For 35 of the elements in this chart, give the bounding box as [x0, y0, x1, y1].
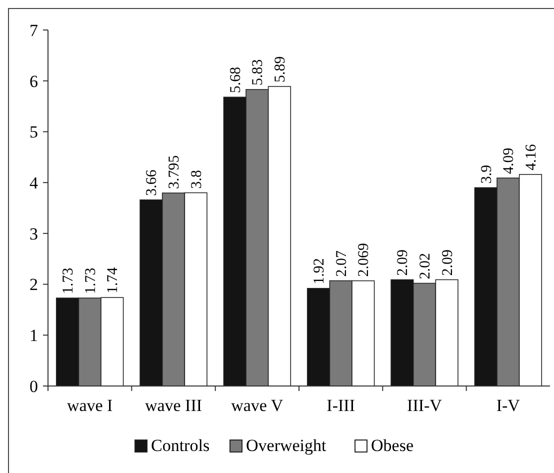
data-label: 2.07: [334, 250, 350, 277]
y-tick-label: 6: [30, 72, 38, 91]
legend-label: Controls: [151, 436, 210, 455]
data-label: 1.74: [105, 266, 122, 294]
data-label: 5.89: [272, 56, 288, 82]
data-label: 1.73: [82, 268, 99, 294]
data-label: 3.8: [188, 170, 205, 189]
data-label: 1.73: [60, 268, 77, 294]
x-tick-label: I-V: [496, 396, 521, 415]
data-label: 3.66: [144, 169, 160, 196]
data-label: 5.83: [250, 59, 266, 86]
y-tick-label: 2: [30, 275, 38, 294]
x-tick-label: wave V: [231, 396, 284, 415]
data-label: 4.09: [501, 148, 518, 174]
x-tick-label: wave I: [66, 396, 114, 415]
data-label: 3.9: [478, 164, 495, 184]
data-label: 2.09: [440, 249, 456, 276]
y-tick-label: 5: [30, 122, 38, 142]
legend-label: Overweight: [246, 436, 327, 455]
data-label: 5.68: [228, 66, 244, 94]
x-tick-label: wave III: [144, 396, 202, 415]
y-tick-label: 4: [30, 174, 38, 193]
y-tick-label: 0: [30, 376, 38, 396]
data-label: 3.795: [166, 155, 182, 189]
y-tick-label: 7: [30, 20, 38, 40]
x-tick-label: III-V: [407, 396, 443, 415]
data-label: 2.02: [418, 253, 434, 280]
data-label: 4.16: [523, 144, 540, 170]
data-label: 1.92: [312, 258, 328, 284]
data-label: 2.069: [356, 243, 372, 277]
y-tick-label: 1: [30, 326, 38, 346]
y-tick-label: 3: [30, 224, 38, 244]
data-label: 2.09: [395, 249, 412, 276]
legend-label: Obese: [371, 436, 414, 455]
x-tick-label: I-III: [326, 396, 356, 415]
